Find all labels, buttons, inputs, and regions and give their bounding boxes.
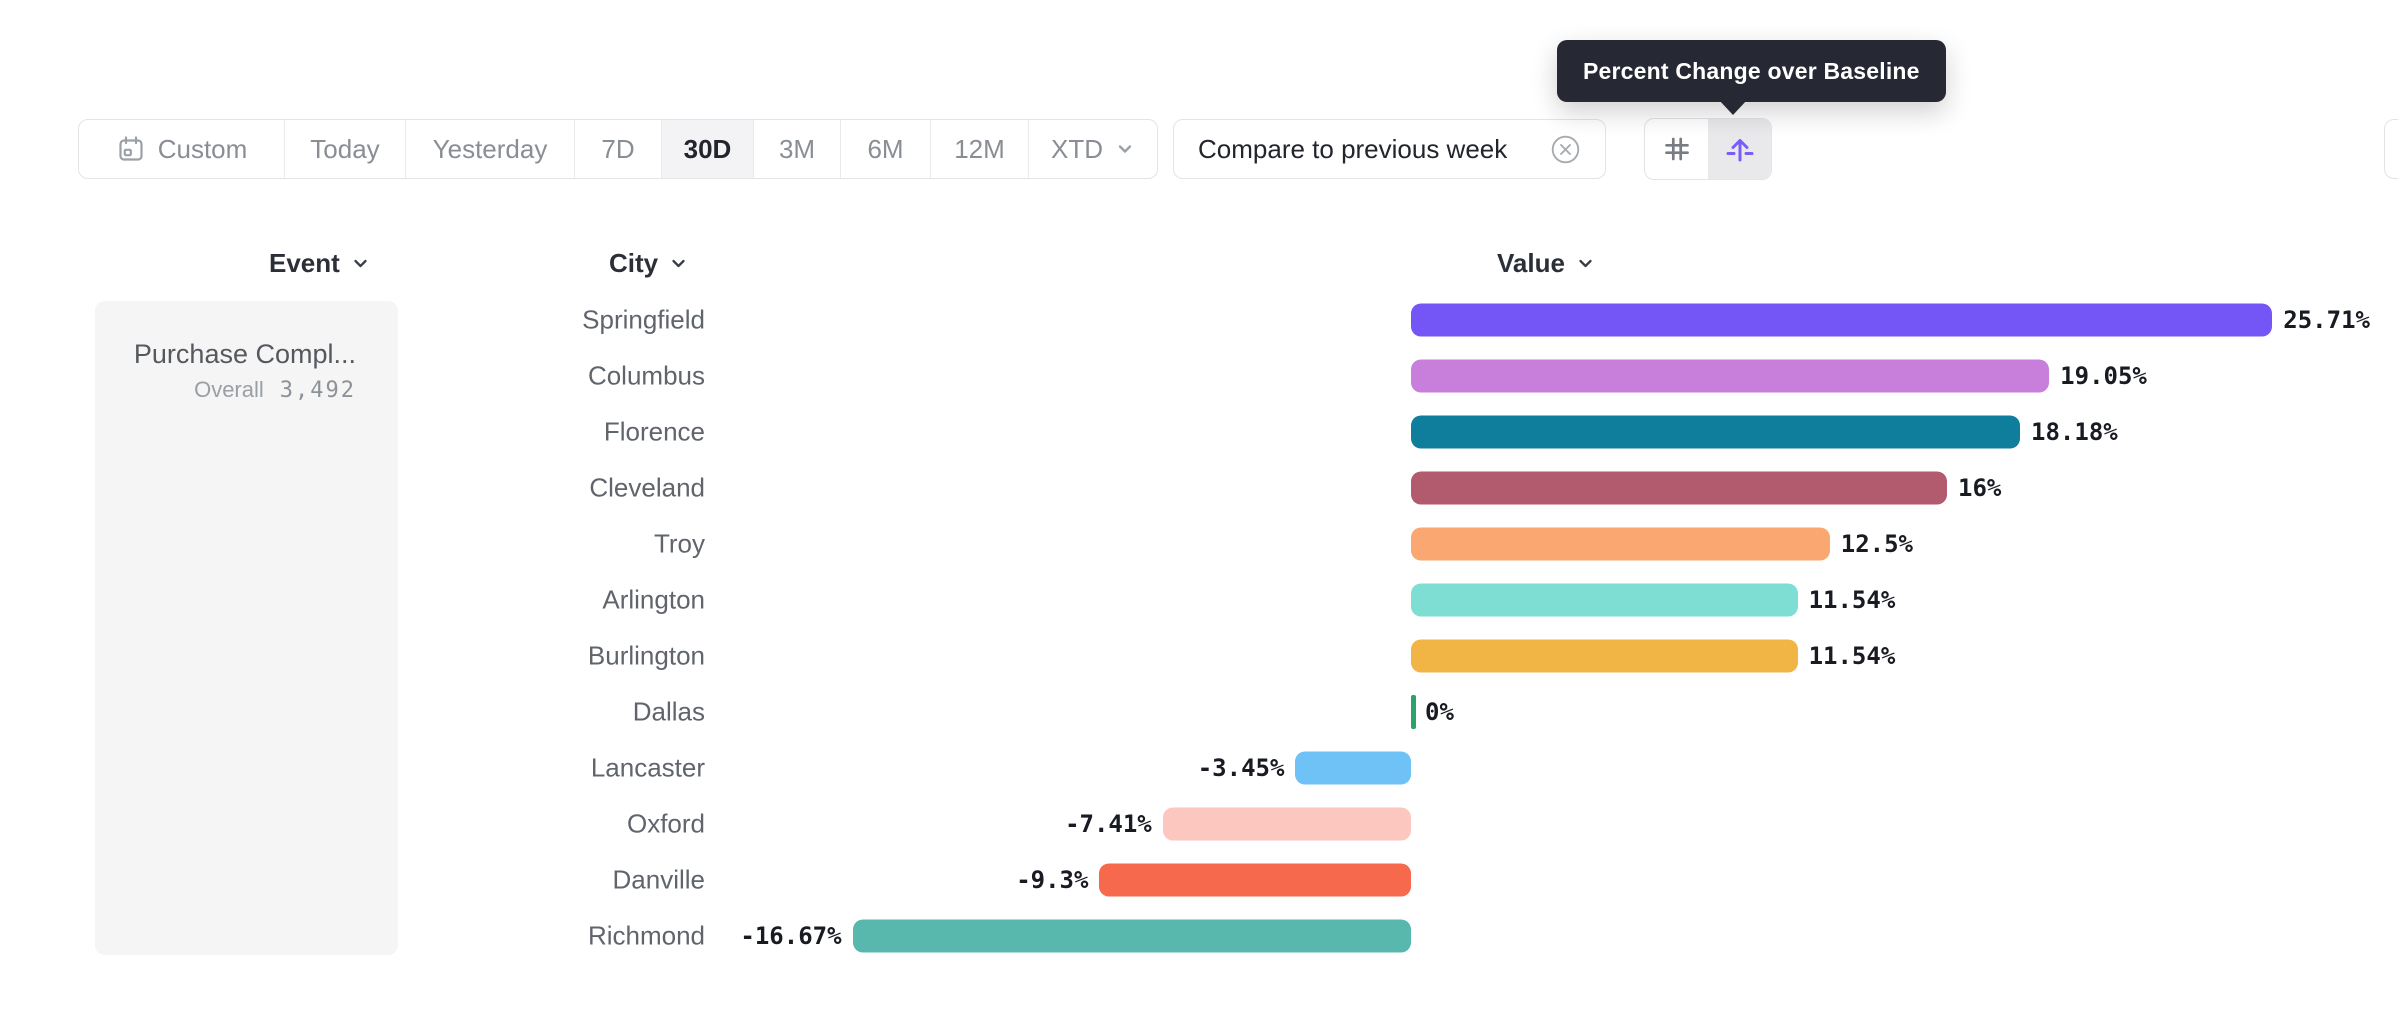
date-range-label: 12M xyxy=(954,133,1005,164)
city-label: Oxford xyxy=(626,808,705,839)
chart-row: Lancaster -3.45% xyxy=(0,740,2398,796)
event-panel[interactable]: Purchase Compl... Overall 3,492 xyxy=(95,301,398,955)
city-label: Cleveland xyxy=(589,472,705,503)
value-label: 18.18% xyxy=(2031,418,2118,446)
chart-row: Dallas 0% xyxy=(0,684,2398,740)
value-label: 12.5% xyxy=(1840,530,1913,558)
chart-row: Cleveland 16% xyxy=(0,460,2398,516)
date-range-label: Custom xyxy=(157,133,248,164)
value-label: 25.71% xyxy=(2283,306,2370,334)
value-bar[interactable] xyxy=(1411,583,1798,617)
city-label: Springfield xyxy=(582,304,705,335)
value-label: 16% xyxy=(1958,474,2002,502)
city-label: Florence xyxy=(603,416,705,447)
chart-row: Oxford -7.41% xyxy=(0,796,2398,852)
value-bar[interactable] xyxy=(1411,527,1830,561)
chart-row: Columbus 19.05% xyxy=(0,348,2398,404)
bar-chart: Springfield 25.71% Columbus 19.05% Florence 1… xyxy=(0,292,2398,964)
date-range-xtd-button[interactable]: XTD xyxy=(1029,120,1157,178)
chevron-down-icon xyxy=(1575,253,1596,274)
chart-row: Danville -9.3% xyxy=(0,852,2398,908)
column-header-label: City xyxy=(609,247,659,278)
chart-type-tooltip: Percent Change over Baseline xyxy=(1557,40,1946,115)
date-range-label: Today xyxy=(310,133,380,164)
event-name: Purchase Compl... xyxy=(133,339,356,369)
city-label: Richmond xyxy=(587,920,705,951)
chevron-down-icon xyxy=(1115,139,1135,159)
chart-row: Troy 12.5% xyxy=(0,516,2398,572)
city-label: Burlington xyxy=(587,640,705,671)
value-label: -7.41% xyxy=(1065,810,1152,838)
value-label: -9.3% xyxy=(1016,866,1089,894)
tooltip-arrow xyxy=(1719,100,1747,115)
chart-row: Arlington 11.54% xyxy=(0,572,2398,628)
compare-filter-button[interactable]: Compare to previous week xyxy=(1173,119,1606,179)
chart-row: Burlington 11.54% xyxy=(0,628,2398,684)
value-label: 0% xyxy=(1425,698,1454,726)
date-range-label: 30D xyxy=(683,133,732,164)
toolbar: Custom Today Yesterday 7D 30D 3M 6M 12M … xyxy=(0,118,2398,180)
view-mode-group xyxy=(1644,118,1772,180)
value-bar[interactable] xyxy=(1411,303,2273,337)
date-range-12m-button[interactable]: 12M xyxy=(931,120,1029,178)
city-label: Dallas xyxy=(632,696,705,727)
overall-value: 3,492 xyxy=(279,378,356,403)
value-bar[interactable] xyxy=(1411,639,1798,673)
value-bar[interactable] xyxy=(1099,863,1411,897)
value-bar[interactable] xyxy=(1295,751,1411,785)
value-label: 11.54% xyxy=(1808,642,1896,670)
value-bar[interactable] xyxy=(1162,807,1411,841)
chevron-down-icon xyxy=(668,253,689,274)
date-range-6m-button[interactable]: 6M xyxy=(841,120,931,178)
date-range-custom-button[interactable]: Custom xyxy=(79,120,285,178)
tooltip-text: Percent Change over Baseline xyxy=(1583,57,1920,84)
close-circle-icon[interactable] xyxy=(1550,134,1581,165)
date-range-3m-button[interactable]: 3M xyxy=(754,120,841,178)
compare-filter-label: Compare to previous week xyxy=(1198,133,1508,164)
date-range-group: Custom Today Yesterday 7D 30D 3M 6M 12M … xyxy=(78,119,1158,179)
value-bar[interactable] xyxy=(1411,471,1947,505)
value-label: -16.67% xyxy=(740,922,842,950)
value-bar[interactable] xyxy=(1411,359,2050,393)
column-header-value[interactable]: Value xyxy=(1497,248,1596,278)
overall-label: Overall xyxy=(194,377,264,402)
view-mode-percent-change-button[interactable] xyxy=(1708,119,1771,179)
date-range-label: 7D xyxy=(601,133,635,164)
baseline-arrow-icon xyxy=(1724,133,1756,165)
value-label: 11.54% xyxy=(1808,586,1896,614)
column-header-event[interactable]: Event xyxy=(269,248,371,278)
city-label: Columbus xyxy=(587,360,705,391)
chart-row: Springfield 25.71% xyxy=(0,292,2398,348)
value-bar[interactable] xyxy=(852,919,1411,953)
column-header-city[interactable]: City xyxy=(609,248,689,278)
date-range-yesterday-button[interactable]: Yesterday xyxy=(406,120,575,178)
date-range-label: Yesterday xyxy=(432,133,548,164)
chevron-down-icon xyxy=(350,253,371,274)
column-header-label: Value xyxy=(1497,247,1565,278)
city-label: Lancaster xyxy=(590,752,705,783)
date-range-label: 6M xyxy=(867,133,904,164)
view-mode-absolute-button[interactable] xyxy=(1645,119,1708,179)
date-range-label: XTD xyxy=(1051,133,1103,164)
date-range-30d-button[interactable]: 30D xyxy=(662,120,754,178)
value-bar[interactable] xyxy=(1411,415,2021,449)
calendar-icon xyxy=(116,134,146,164)
date-range-7d-button[interactable]: 7D xyxy=(575,120,662,178)
city-label: Arlington xyxy=(602,584,705,615)
hash-grid-icon xyxy=(1662,134,1692,164)
value-bar[interactable] xyxy=(1411,695,1416,729)
chart-row: Florence 18.18% xyxy=(0,404,2398,460)
date-range-label: 3M xyxy=(778,133,816,164)
date-range-today-button[interactable]: Today xyxy=(285,120,406,178)
city-label: Troy xyxy=(653,528,705,559)
clipped-button[interactable] xyxy=(2384,119,2398,179)
column-header-label: Event xyxy=(269,247,340,278)
chart-row: Richmond -16.67% xyxy=(0,908,2398,964)
city-label: Danville xyxy=(612,864,706,895)
event-overall-row: Overall 3,492 xyxy=(115,377,356,403)
value-label: 19.05% xyxy=(2060,362,2147,390)
value-label: -3.45% xyxy=(1197,754,1285,782)
